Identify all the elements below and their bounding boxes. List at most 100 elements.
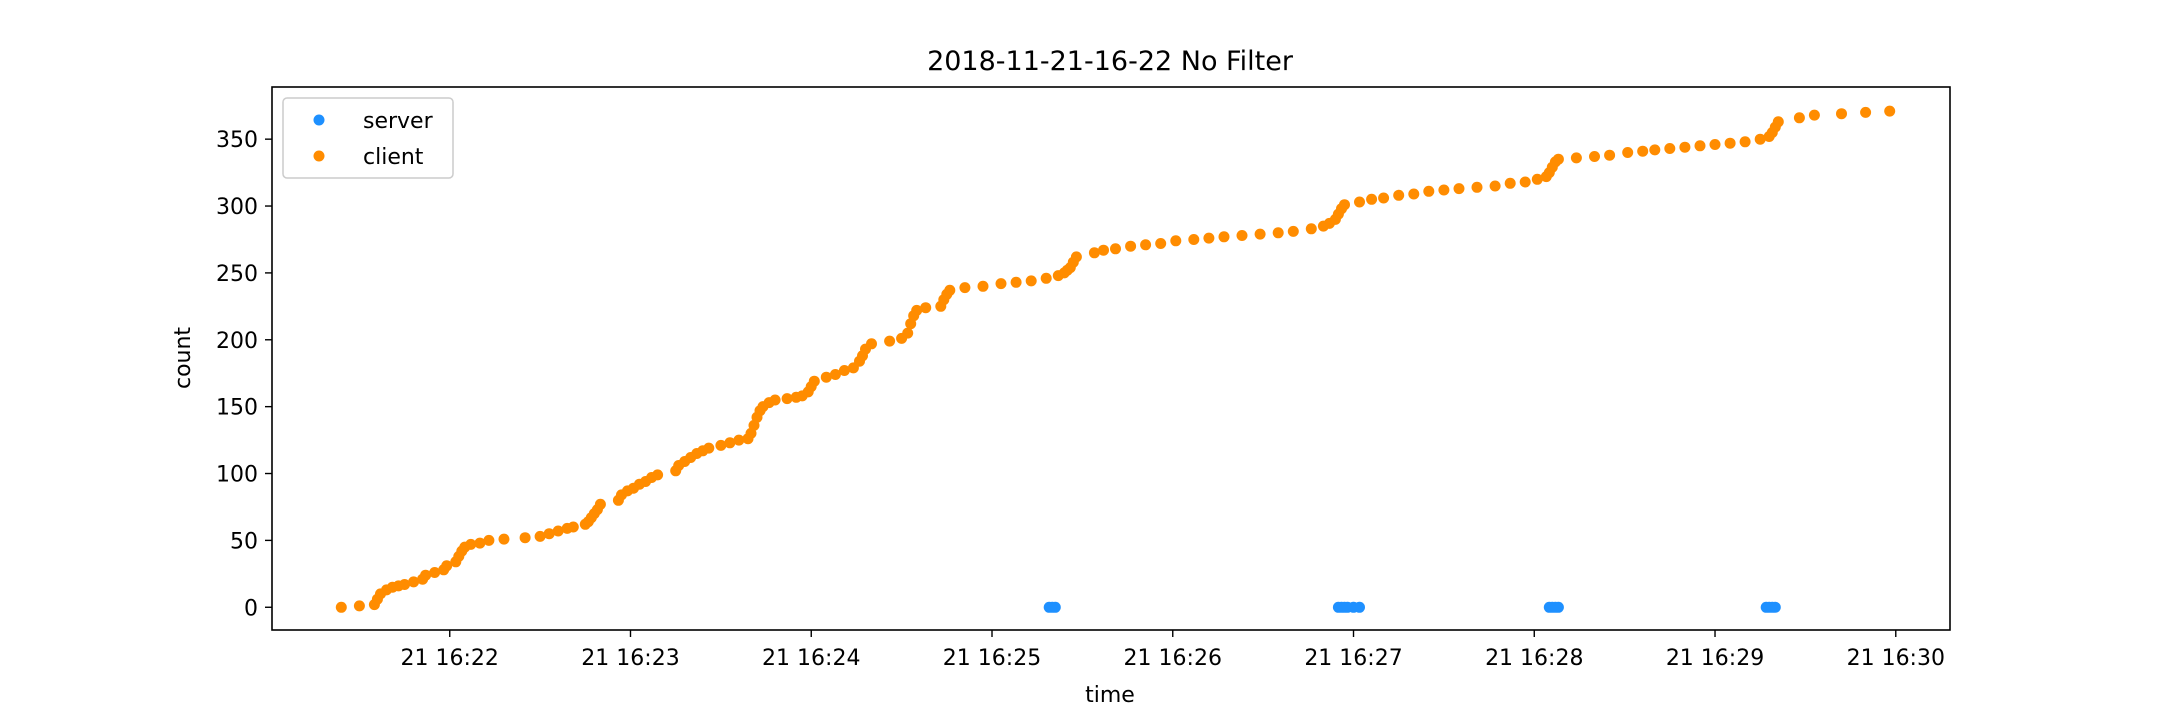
client-point	[1110, 243, 1121, 255]
x-axis-label: time	[1085, 683, 1135, 708]
chart-title: 2018-11-21-16-22 No Filter	[927, 46, 1294, 77]
client-point	[1408, 188, 1420, 200]
client-point	[1664, 143, 1676, 154]
client-point	[1793, 112, 1805, 124]
client-point	[652, 469, 664, 481]
client-point	[1010, 276, 1022, 288]
scatter-points	[335, 105, 1896, 613]
y-tick-label: 150	[216, 396, 258, 421]
client-point	[483, 534, 495, 546]
client-point	[534, 530, 546, 542]
client-point	[1218, 231, 1230, 243]
y-tick-label: 250	[216, 262, 258, 287]
client-point	[902, 327, 914, 339]
client-point	[335, 601, 347, 613]
client-point	[724, 437, 736, 449]
client-point	[1438, 184, 1450, 196]
client-point	[1709, 139, 1721, 150]
client-point	[1471, 181, 1483, 193]
client-point	[1754, 133, 1766, 145]
client-point	[1236, 230, 1248, 241]
client-point	[1354, 196, 1365, 208]
y-tick-label: 0	[244, 596, 258, 621]
client-point	[465, 538, 477, 550]
client-point	[1604, 149, 1616, 161]
client-point	[1040, 272, 1052, 284]
client-point	[1339, 199, 1350, 211]
client-point	[1836, 108, 1847, 120]
client-point	[1589, 151, 1600, 162]
client-point	[1393, 189, 1405, 201]
client-point	[1305, 223, 1317, 235]
client-point	[808, 375, 820, 387]
client-point	[1378, 192, 1390, 204]
client-point	[429, 567, 441, 578]
y-tick-label: 300	[216, 195, 258, 220]
client-point	[567, 521, 579, 533]
client-point	[1098, 244, 1109, 256]
client-point	[1272, 227, 1284, 239]
client-point	[552, 525, 564, 537]
client-point	[977, 280, 989, 292]
client-point	[838, 365, 850, 376]
x-axis: 21 16:22 21 16:23 21 16:24 21 16:25 21 16:26…	[401, 630, 1945, 671]
client-point	[866, 338, 877, 350]
client-point	[1739, 136, 1751, 148]
legend-box	[282, 97, 454, 179]
client-point	[353, 600, 365, 612]
y-tick-label: 350	[216, 128, 258, 153]
client-point	[1519, 176, 1531, 188]
client-point	[474, 537, 486, 549]
client-point	[1649, 144, 1661, 156]
x-tick-label: 21 16:29	[1666, 646, 1764, 671]
client-point	[519, 532, 531, 544]
client-point	[733, 434, 745, 446]
client-point	[420, 569, 432, 581]
client-point	[1140, 239, 1152, 251]
client-point	[1070, 251, 1082, 263]
client-point	[1025, 275, 1037, 287]
client-point	[1366, 193, 1378, 205]
client-point	[1679, 141, 1691, 153]
series-client	[335, 105, 1896, 613]
client-point	[820, 371, 832, 383]
x-tick-label: 21 16:27	[1304, 646, 1402, 671]
client-point	[441, 560, 453, 572]
client-point	[1423, 185, 1435, 197]
y-tick-label: 50	[230, 529, 258, 554]
client-point	[399, 579, 411, 590]
client-point	[959, 282, 971, 294]
legend-label-client: client	[363, 145, 424, 170]
client-point	[1287, 225, 1299, 237]
y-axis-label: count	[171, 327, 196, 389]
client-point	[498, 533, 510, 545]
client-point	[1504, 177, 1516, 189]
server-point	[1769, 601, 1781, 613]
client-point	[781, 393, 793, 405]
server-point	[1552, 601, 1564, 613]
client-point	[1453, 183, 1465, 195]
client-point	[543, 528, 555, 540]
client-point	[1552, 153, 1564, 165]
client-point	[884, 335, 896, 347]
client-point	[1808, 109, 1820, 121]
client-point	[1203, 232, 1215, 244]
client-point	[703, 442, 715, 454]
client-point	[944, 284, 956, 296]
server-point	[1354, 601, 1365, 613]
y-tick-label: 200	[216, 329, 258, 354]
client-point	[911, 304, 923, 316]
x-tick-label: 21 16:23	[581, 646, 679, 671]
client-point	[1254, 228, 1266, 240]
axes-frame	[271, 86, 1951, 631]
y-tick-label: 100	[216, 463, 258, 488]
client-point	[715, 439, 727, 451]
client-point	[1155, 238, 1167, 249]
x-tick-label: 21 16:24	[762, 646, 860, 671]
client-point	[1860, 106, 1872, 118]
client-point	[1772, 116, 1784, 128]
server-point	[1049, 601, 1061, 613]
client-point	[1188, 234, 1200, 245]
client-point	[1622, 147, 1634, 158]
